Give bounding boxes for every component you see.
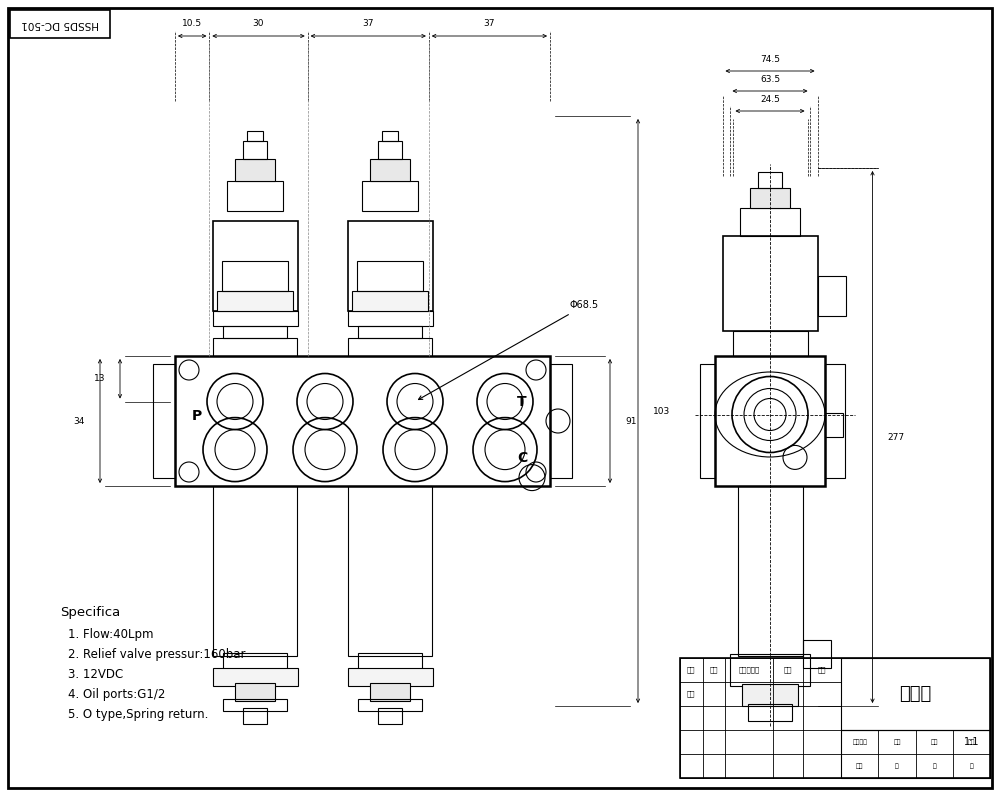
Bar xyxy=(722,236,818,331)
Text: 外形图: 外形图 xyxy=(899,685,932,703)
Text: C: C xyxy=(517,451,527,465)
Text: 2. Relief valve pressur:160bar: 2. Relief valve pressur:160bar xyxy=(68,648,246,661)
Bar xyxy=(348,668,432,686)
Bar xyxy=(348,338,432,356)
Text: T: T xyxy=(517,395,527,408)
Bar xyxy=(222,261,288,291)
Bar xyxy=(825,413,843,436)
Text: 10.5: 10.5 xyxy=(182,19,202,29)
Bar xyxy=(223,653,287,671)
Text: 北别: 北别 xyxy=(968,739,975,745)
Bar xyxy=(742,684,798,706)
Text: 5. O type,Spring return.: 5. O type,Spring return. xyxy=(68,708,208,721)
Text: 日期: 日期 xyxy=(818,667,826,673)
Bar xyxy=(715,356,825,486)
Text: 91: 91 xyxy=(625,416,637,426)
Bar xyxy=(378,708,402,724)
Text: 37: 37 xyxy=(484,19,495,29)
Bar xyxy=(730,654,810,686)
Text: 30: 30 xyxy=(253,19,264,29)
Bar xyxy=(370,683,410,701)
Bar xyxy=(10,10,110,38)
Bar xyxy=(235,159,275,181)
Text: 13: 13 xyxy=(94,374,105,383)
Bar xyxy=(348,221,432,311)
Text: 比例: 比例 xyxy=(930,739,938,745)
Bar xyxy=(352,291,428,311)
Bar xyxy=(378,141,402,159)
Bar xyxy=(212,668,298,686)
Bar xyxy=(680,658,990,778)
Bar xyxy=(217,291,293,311)
Bar xyxy=(348,311,432,326)
Bar xyxy=(235,683,275,701)
Text: 图样标记: 图样标记 xyxy=(852,739,867,745)
Bar xyxy=(213,338,297,356)
Bar xyxy=(223,699,287,711)
Bar xyxy=(175,356,550,486)
Text: 34: 34 xyxy=(74,416,85,426)
Text: 处数: 处数 xyxy=(710,667,718,673)
Bar xyxy=(802,640,830,668)
Text: 张: 张 xyxy=(932,763,936,769)
Text: 1:1: 1:1 xyxy=(964,737,979,747)
Text: 更改文件号: 更改文件号 xyxy=(739,667,760,673)
Bar xyxy=(247,131,263,141)
Bar xyxy=(243,708,267,724)
Bar xyxy=(841,730,990,778)
Bar xyxy=(212,311,298,326)
Text: 共: 共 xyxy=(895,763,899,769)
Text: Φ68.5: Φ68.5 xyxy=(418,301,599,400)
Bar xyxy=(212,221,298,311)
Text: 第: 第 xyxy=(970,763,973,769)
Text: 103: 103 xyxy=(653,407,670,416)
Bar xyxy=(748,704,792,721)
Bar xyxy=(213,486,297,656)
Bar xyxy=(738,486,802,656)
Text: 24.5: 24.5 xyxy=(760,95,780,103)
Text: 签字: 签字 xyxy=(784,667,792,673)
Bar xyxy=(758,172,782,188)
Bar xyxy=(818,276,846,316)
Bar xyxy=(358,699,422,711)
Text: 3. 12VDC: 3. 12VDC xyxy=(68,668,123,681)
Bar xyxy=(362,181,418,211)
Text: 37: 37 xyxy=(362,19,374,29)
Text: 74.5: 74.5 xyxy=(760,54,780,64)
Text: 63.5: 63.5 xyxy=(760,75,780,84)
Bar xyxy=(740,208,800,236)
Bar xyxy=(358,653,422,671)
Text: Specifica: Specifica xyxy=(60,606,120,619)
Bar xyxy=(382,131,398,141)
Text: P: P xyxy=(192,409,202,423)
Bar xyxy=(243,141,267,159)
Bar xyxy=(700,364,715,478)
Text: 1. Flow:40Lpm: 1. Flow:40Lpm xyxy=(68,628,154,641)
Bar xyxy=(348,486,432,656)
Bar xyxy=(750,188,790,208)
Text: 标记: 标记 xyxy=(687,667,696,673)
Bar xyxy=(825,364,845,478)
Bar xyxy=(370,159,410,181)
Bar xyxy=(227,181,283,211)
Text: 4. Oil ports:G1/2: 4. Oil ports:G1/2 xyxy=(68,688,165,701)
Bar xyxy=(223,326,287,338)
Bar xyxy=(841,658,990,730)
Text: HSSD5 DC-501: HSSD5 DC-501 xyxy=(21,19,99,29)
Bar xyxy=(357,261,423,291)
Text: 设计: 设计 xyxy=(687,691,696,697)
Text: 数量: 数量 xyxy=(893,739,901,745)
Text: 日置: 日置 xyxy=(856,763,864,769)
Bar xyxy=(358,326,422,338)
Text: 277: 277 xyxy=(888,432,905,442)
Bar xyxy=(732,331,808,356)
Bar xyxy=(550,364,572,478)
Bar xyxy=(153,364,175,478)
